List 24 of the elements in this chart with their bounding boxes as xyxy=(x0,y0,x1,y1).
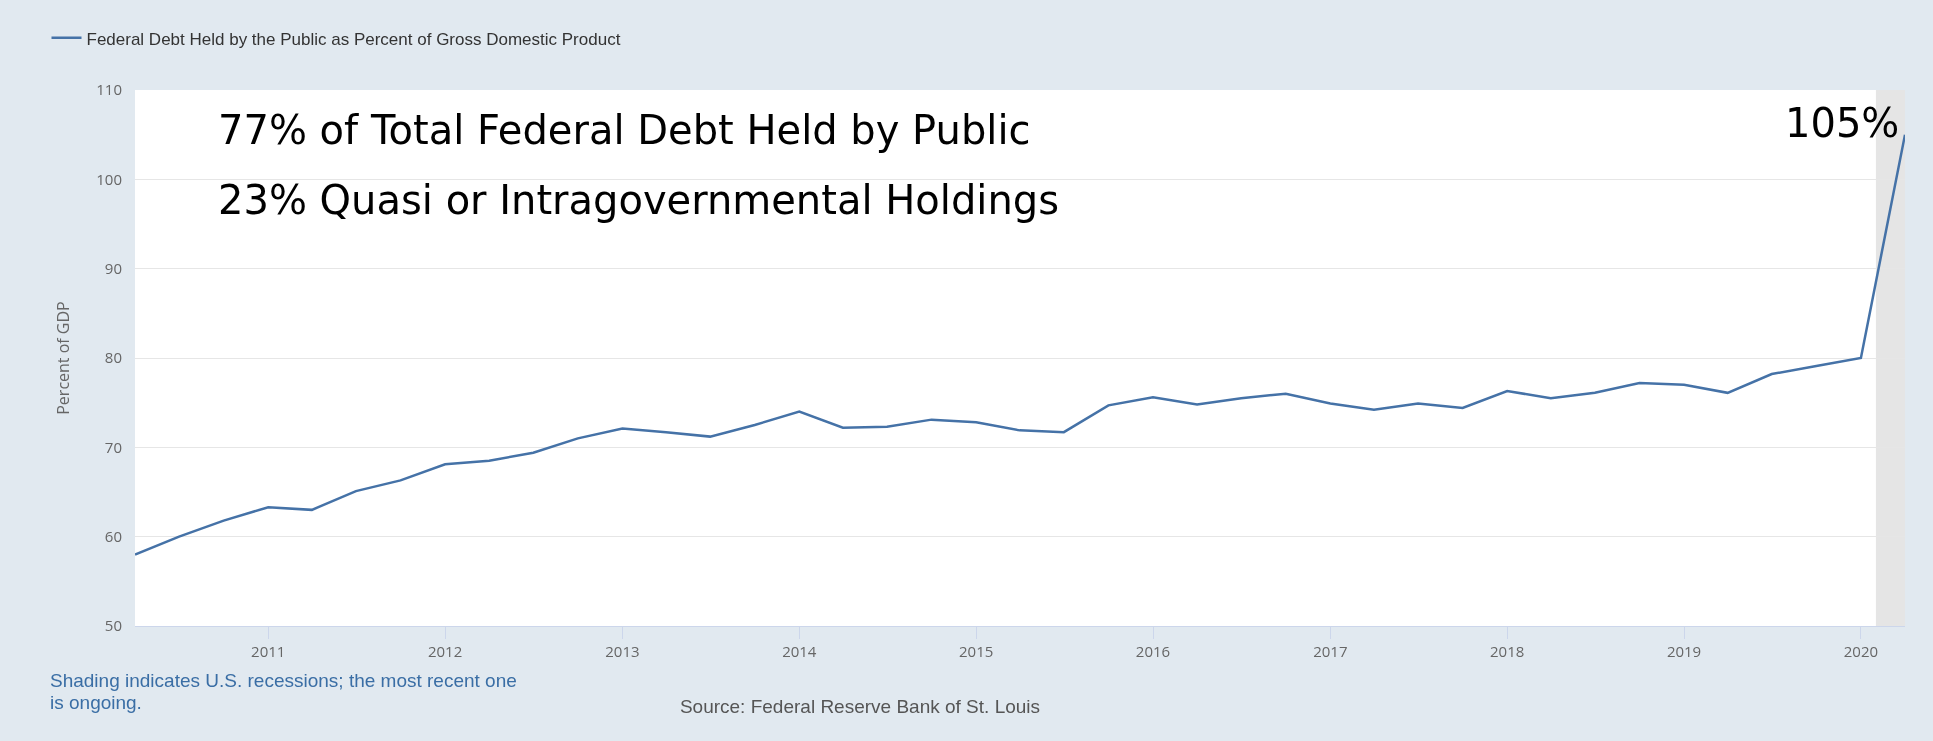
annotation: 23% Quasi or Intragovernmental Holdings xyxy=(218,177,1059,223)
text: Shading indicates U.S. recessions; the most recent one is ongoing. xyxy=(50,670,518,714)
y-tick-label: 60 xyxy=(104,525,122,546)
y-tick-label: 90 xyxy=(104,257,122,278)
x-tick-label: 2018 xyxy=(1490,641,1525,661)
y-tick-label: 80 xyxy=(104,347,122,368)
y-tick-label: 100 xyxy=(96,168,122,189)
x-tick-label: 2016 xyxy=(1135,641,1171,661)
x-tick-label: 2012 xyxy=(427,641,463,661)
x-tick-label: 2019 xyxy=(1666,641,1702,661)
annotation: 105% xyxy=(1785,100,1900,146)
x-tick-label: 2017 xyxy=(1313,641,1348,661)
x-tick-label: 2013 xyxy=(605,641,640,661)
x-tick-label: 2020 xyxy=(1843,641,1879,661)
annotation: 77% of Total Federal Debt Held by Public xyxy=(218,107,1031,153)
x-tick-label: 2015 xyxy=(958,641,994,661)
y-tick-label: 110 xyxy=(96,79,122,100)
y-tick-label: 50 xyxy=(104,615,122,636)
y-tick-label: 70 xyxy=(104,436,122,457)
x-tick-label: 2011 xyxy=(251,641,286,661)
legend-label: Federal Debt Held by the Public as Percent of Gross Domestic Product xyxy=(86,29,621,49)
source-note: Source: Federal Reserve Bank of St. Louis xyxy=(678,696,1042,718)
x-tick-label: 2014 xyxy=(782,641,817,661)
y-axis-title: Percent of GDP xyxy=(52,301,75,415)
